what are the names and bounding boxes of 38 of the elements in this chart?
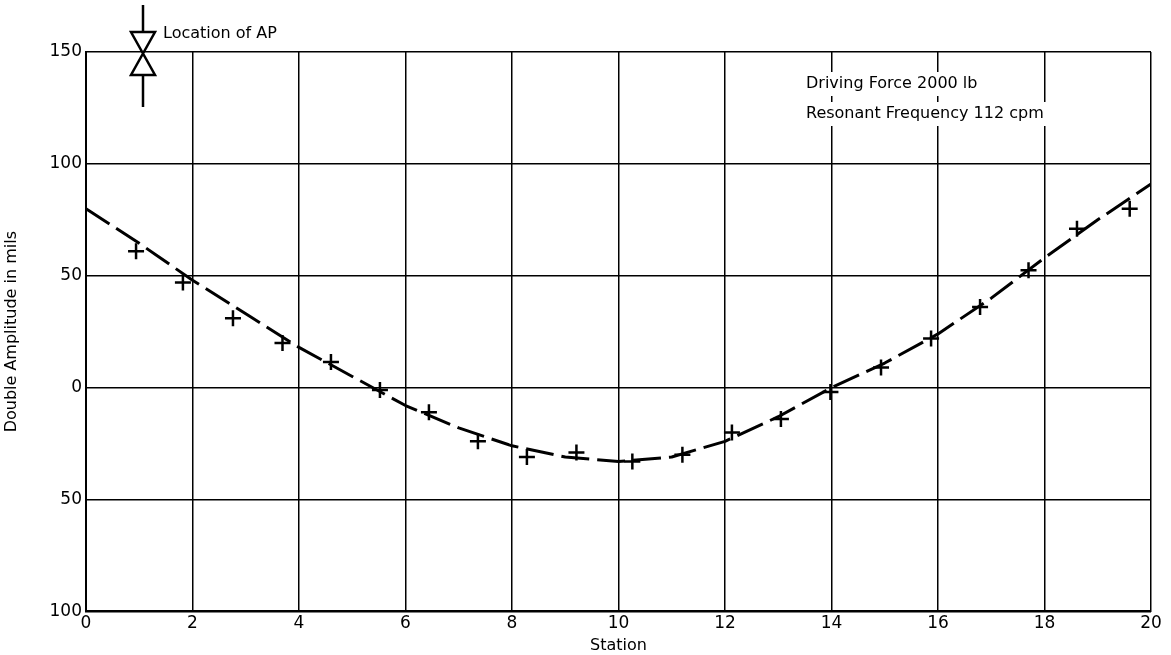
point: [223, 309, 243, 328]
point: [1019, 260, 1038, 280]
x-tick-label: 8: [506, 612, 518, 633]
y-tick-label: 50: [60, 264, 82, 285]
text: Location of AP: [163, 23, 278, 43]
x-tick-label: 16: [927, 612, 949, 633]
point: [567, 443, 586, 462]
x-tick-label: 12: [714, 612, 736, 633]
x-tick-label: 20: [1140, 612, 1162, 633]
y-tick-label: 0: [71, 376, 82, 397]
point: [126, 241, 146, 261]
y-tick-label: 100: [49, 152, 82, 173]
point: [673, 445, 692, 465]
y-axis-title: Double Amplitude in mils: [0, 231, 20, 433]
point: [722, 423, 742, 442]
y-tick-label: 50: [60, 487, 82, 508]
point: [517, 447, 537, 467]
point: [173, 273, 193, 292]
x-axis-title: Station: [590, 634, 647, 654]
point: [321, 352, 341, 372]
x-tick-label: 2: [187, 612, 198, 633]
x-tick-label: 14: [820, 612, 843, 633]
point: [273, 333, 292, 353]
x-tick-label: 18: [1033, 612, 1056, 633]
point: [623, 452, 642, 471]
point: [921, 329, 941, 348]
x-tick-label: 10: [607, 612, 630, 633]
point: [970, 297, 990, 317]
point: [370, 380, 390, 400]
annotation: Driving Force 2000 lb: [806, 73, 978, 93]
x-tick-label: 4: [293, 612, 305, 633]
y-tick-label: 150: [49, 40, 82, 61]
point: [1120, 199, 1139, 218]
annotation: Resonant Frequency 112 cpm: [806, 103, 1044, 123]
y-tick-label: 100: [49, 599, 82, 620]
point: [419, 403, 439, 422]
point: [871, 358, 891, 377]
x-tick-label: 6: [400, 612, 411, 633]
